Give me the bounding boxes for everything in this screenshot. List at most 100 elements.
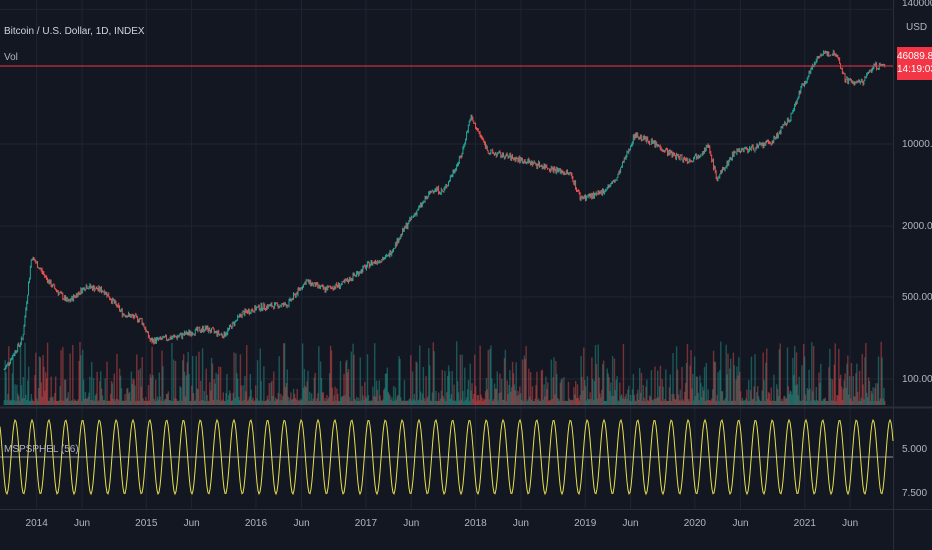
volume-bar [684,383,687,405]
volume-bar [615,379,617,405]
volume-bar [497,400,499,405]
volume-bar [170,400,172,405]
volume-bar [733,365,735,405]
volume-bar [156,396,159,405]
volume-bar [273,371,275,405]
volume-bar [282,343,285,405]
volume-bar [784,395,786,405]
volume-bar [294,397,297,405]
volume-bar [118,400,120,405]
volume-bar [237,396,240,405]
volume-bar [800,400,802,405]
volume-bar [364,381,366,405]
volume-bar [173,398,176,405]
volume-bar [444,371,446,405]
volume-bar [881,357,883,405]
volume-bar [778,349,781,405]
volume-bar [585,400,588,405]
volume-bar [204,400,206,405]
volume-bar [158,372,161,405]
volume-bar [19,346,22,405]
volume-bar [209,390,212,405]
volume-bar [240,385,243,405]
volume-bar [502,399,505,405]
volume-bar [23,398,25,405]
volume-bar [830,378,832,405]
volume-bar [60,350,62,405]
volume-bar [511,361,514,405]
volume-bar [541,369,544,405]
y-tick-label: 10000.00 [902,139,932,150]
volume-bar [210,357,213,405]
volume-bar [812,391,814,405]
volume-bar [484,391,487,405]
volume-bar [873,400,875,405]
volume-bar [657,397,660,405]
volume-bar [144,401,146,405]
volume-bar [848,394,850,405]
volume-bar [744,400,746,405]
volume-bar [63,379,66,405]
x-tick-label: 2021 [794,518,817,529]
volume-bar [834,343,836,405]
volume-bar [602,364,604,405]
volume-bar [200,380,202,405]
volume-bar [291,399,293,405]
volume-bar [333,395,335,405]
volume-bar [199,400,201,405]
volume-bar [482,400,484,405]
volume-bar [160,400,162,405]
volume-bar [586,376,589,405]
volume-bar [228,390,231,405]
volume-bar [498,393,500,405]
volume-bar [618,400,620,405]
volume-bar [300,398,302,405]
volume-bar [384,373,387,405]
volume-bar [793,375,795,405]
volume-bar [312,398,315,405]
volume-bar [99,381,101,405]
volume-bar [879,398,881,405]
volume-bar [683,400,685,405]
volume-bar [53,400,55,405]
chart-title[interactable]: Bitcoin / U.S. Dollar, 1D, INDEX [4,26,145,37]
volume-bar [739,391,742,405]
volume-bar [45,372,47,405]
volume-bar [671,393,673,405]
volume-bar [83,398,86,405]
volume-bar [783,396,785,405]
volume-bar [745,398,747,405]
volume-bar [423,398,425,405]
volume-bar [110,380,113,405]
oscillator-legend[interactable]: MSPSPHEL (56) [4,444,79,455]
volume-legend[interactable]: Vol [4,52,18,63]
volume-bar [142,398,144,405]
volume-bar [161,350,163,405]
volume-bar [866,397,869,405]
volume-bar [704,401,707,405]
volume-bar [728,400,730,405]
volume-bar [291,398,294,405]
volume-bar [757,396,760,405]
volume-bar [96,371,98,405]
volume-bar [281,400,283,405]
x-tick-label: 2016 [245,518,268,529]
volume-bar [572,400,574,405]
volume-bar [841,399,844,405]
volume-bar [225,392,227,405]
x-tick-label: Jun [74,518,90,529]
volume-bar [519,386,521,405]
volume-bar [316,398,318,405]
volume-bar [679,389,681,405]
volume-bar [870,390,872,405]
volume-bar [487,349,489,405]
volume-bar [310,393,313,405]
volume-bar [694,395,697,405]
volume-bar [229,392,232,405]
volume-bar [357,397,360,405]
volume-bar [806,387,808,405]
volume-bar [16,384,18,405]
volume-bar [576,384,579,405]
